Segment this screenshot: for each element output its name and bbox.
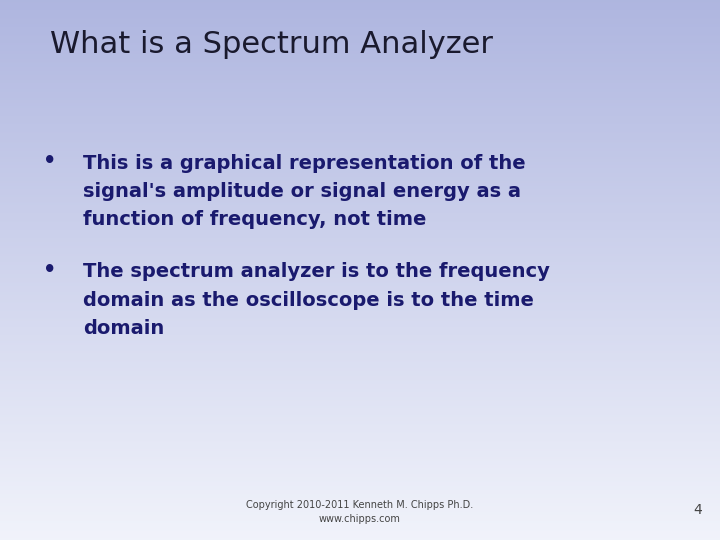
Text: What is a Spectrum Analyzer: What is a Spectrum Analyzer xyxy=(50,30,493,59)
Text: The spectrum analyzer is to the frequency: The spectrum analyzer is to the frequenc… xyxy=(83,262,549,281)
Text: Copyright 2010-2011 Kenneth M. Chipps Ph.D.: Copyright 2010-2011 Kenneth M. Chipps Ph… xyxy=(246,500,474,510)
Text: •: • xyxy=(43,260,57,280)
Text: •: • xyxy=(43,151,57,171)
Text: www.chipps.com: www.chipps.com xyxy=(319,514,401,524)
Text: This is a graphical representation of the: This is a graphical representation of th… xyxy=(83,154,526,173)
Text: signal's amplitude or signal energy as a: signal's amplitude or signal energy as a xyxy=(83,182,521,201)
Text: 4: 4 xyxy=(693,503,702,517)
Text: domain as the oscilloscope is to the time: domain as the oscilloscope is to the tim… xyxy=(83,291,534,309)
Text: function of frequency, not time: function of frequency, not time xyxy=(83,210,426,229)
Text: domain: domain xyxy=(83,319,164,338)
